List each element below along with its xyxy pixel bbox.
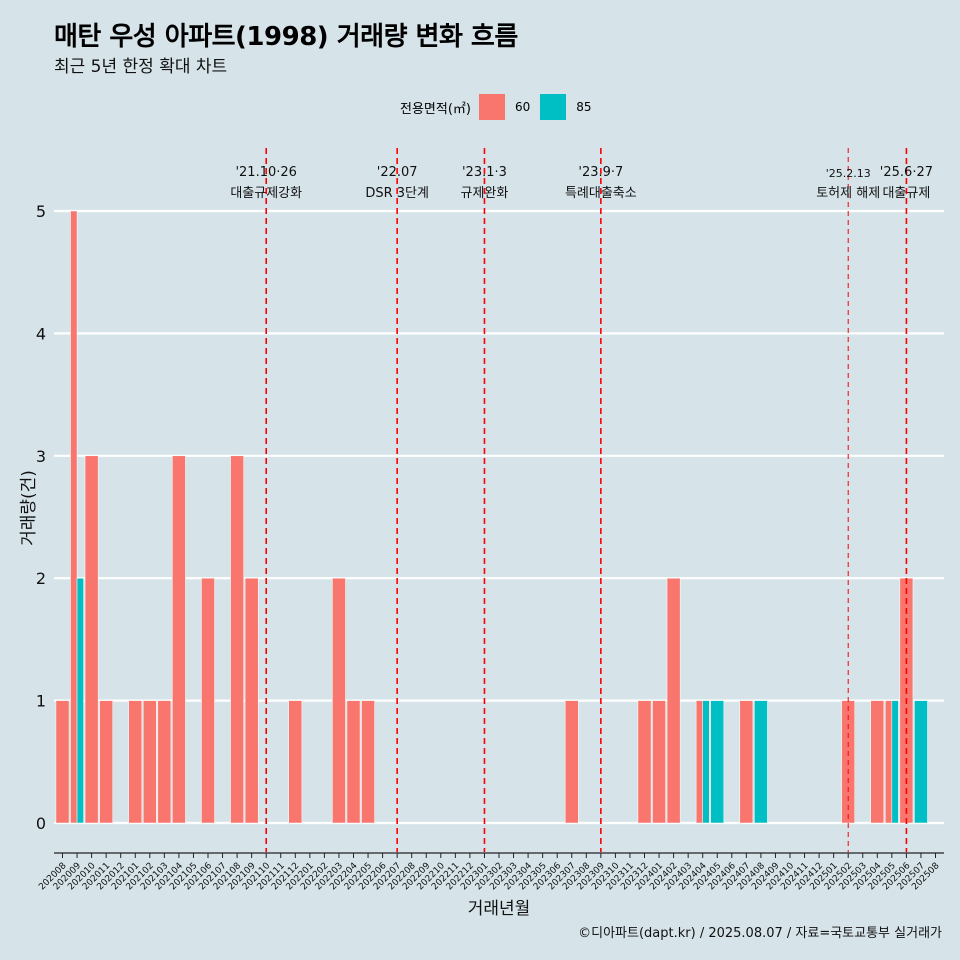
bar bbox=[172, 455, 186, 824]
y-axis-title: 거래량(건) bbox=[19, 470, 39, 546]
bar bbox=[99, 700, 113, 824]
bar bbox=[702, 700, 710, 824]
bar bbox=[891, 700, 899, 824]
bar bbox=[695, 700, 703, 824]
bar bbox=[754, 700, 768, 824]
bar bbox=[885, 700, 893, 824]
y-tick-label: 3 bbox=[36, 447, 46, 466]
legend-label-60: 60 bbox=[514, 100, 531, 114]
legend-key-60 bbox=[478, 94, 505, 120]
bar bbox=[157, 700, 172, 824]
bar bbox=[637, 700, 652, 824]
source-caption: ©디아파트(dapt.kr) / 2025.08.07 / 자료=국토교통부 실… bbox=[578, 926, 942, 941]
bar bbox=[666, 577, 681, 824]
y-tick-label: 4 bbox=[36, 324, 46, 343]
chart-subtitle: 최근 5년 한정 확대 차트 bbox=[54, 57, 228, 77]
y-tick-label: 2 bbox=[36, 569, 46, 588]
y-tick-label: 1 bbox=[36, 692, 46, 711]
bar bbox=[128, 700, 143, 824]
bar bbox=[70, 210, 78, 824]
event-label: 규제완화 bbox=[461, 186, 509, 201]
y-tick-label: 5 bbox=[36, 202, 46, 221]
y-tick-label: 0 bbox=[36, 814, 46, 833]
bar bbox=[244, 577, 259, 824]
legend-label-85: 85 bbox=[576, 100, 592, 114]
event-date: '23.1·3 bbox=[462, 165, 507, 180]
event-label: 대출규제 bbox=[882, 186, 930, 201]
event-date: '23.9·7 bbox=[578, 165, 623, 180]
bar bbox=[332, 577, 346, 824]
bar bbox=[710, 700, 725, 824]
bar bbox=[870, 700, 885, 824]
bar bbox=[361, 700, 375, 824]
bar bbox=[652, 700, 666, 824]
legend-title: 전용면적(㎡) bbox=[400, 101, 471, 117]
event-date: '25.6·27 bbox=[880, 165, 933, 180]
bar bbox=[143, 700, 157, 824]
bar bbox=[201, 577, 215, 824]
bar bbox=[76, 577, 84, 824]
event-date: '25.2.13 bbox=[826, 167, 871, 180]
legend: 전용면적(㎡) 60 85 bbox=[400, 94, 602, 120]
bar bbox=[914, 700, 928, 824]
bar bbox=[84, 455, 99, 824]
bar bbox=[230, 455, 244, 824]
event-label: 대출규제강화 bbox=[230, 186, 302, 201]
event-date: '21.10·26 bbox=[235, 165, 296, 180]
event-label: DSR 3단계 bbox=[365, 186, 429, 201]
x-axis-title: 거래년월 bbox=[468, 899, 531, 919]
bar bbox=[564, 700, 579, 824]
event-label: 토허제 해제 bbox=[816, 186, 880, 201]
chart-title: 매탄 우성 아파트(1998) 거래량 변화 흐름 bbox=[54, 22, 518, 52]
bar bbox=[739, 700, 754, 824]
event-label: 특례대출축소 bbox=[565, 186, 637, 201]
bar bbox=[55, 700, 70, 824]
bar bbox=[288, 700, 303, 824]
legend-key-85 bbox=[540, 94, 567, 120]
event-date: '22.07 bbox=[377, 165, 418, 180]
bar bbox=[346, 700, 361, 824]
